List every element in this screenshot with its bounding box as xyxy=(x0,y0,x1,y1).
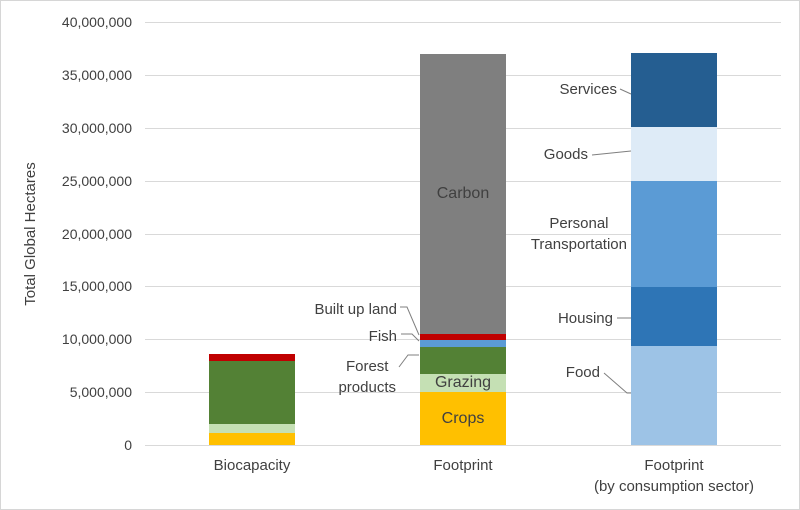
bar-segment-crops[interactable] xyxy=(209,433,295,445)
segment-label-carbon: Carbon xyxy=(436,185,490,203)
bar-segment-carbon[interactable]: Carbon xyxy=(420,53,506,334)
callout-built-up-land: Built up land xyxy=(314,299,397,320)
y-tick-label: 35,000,000 xyxy=(61,67,132,83)
callout-label-line: products xyxy=(338,379,396,396)
x-category-label-line: Footprint xyxy=(644,457,704,474)
leader-line-goods xyxy=(591,150,632,156)
segment-label-crops: Crops xyxy=(441,410,485,427)
callout-label-line: Forest xyxy=(345,358,389,375)
callout-personal-transportation: Personal Transportation xyxy=(531,213,627,255)
leader-line-services xyxy=(619,88,632,95)
bar-segment-crops[interactable]: Crops xyxy=(420,392,506,445)
callout-label-line: Services xyxy=(559,80,617,98)
callout-services: Services xyxy=(559,79,617,100)
callout-label-line: Housing xyxy=(557,309,613,327)
y-tick-label: 40,000,000 xyxy=(61,14,132,30)
leader-line-built-up-land xyxy=(400,306,420,336)
y-tick-label: 20,000,000 xyxy=(61,226,132,242)
callout-housing: Housing xyxy=(558,308,613,329)
callout-label-line: Personal xyxy=(549,215,609,232)
x-category-label-line: (by consumption sector) xyxy=(593,478,755,495)
callout-label-line: Transportation xyxy=(530,236,627,253)
bar-segment-fish[interactable] xyxy=(420,339,506,347)
callout-goods: Goods xyxy=(544,144,588,165)
callout-forest-products: Forest products xyxy=(338,356,396,398)
bar-segment-grazing[interactable]: Grazing xyxy=(420,373,506,392)
callout-food: Food xyxy=(566,362,600,383)
x-category-label-line: Biocapacity xyxy=(213,457,291,474)
bar-segment-services[interactable] xyxy=(631,53,717,127)
gridline xyxy=(145,22,781,23)
bar-segment-food[interactable] xyxy=(631,345,717,445)
x-category-label-line: Footprint xyxy=(433,457,493,474)
callout-fish: Fish xyxy=(369,326,397,347)
leader-line-forest-products xyxy=(398,354,419,368)
callout-label-line: Goods xyxy=(543,145,588,163)
bar-segment-built-up-land[interactable] xyxy=(209,354,295,361)
bar-segment-housing[interactable] xyxy=(631,286,717,346)
gridline xyxy=(145,445,781,446)
bar-segment-grazing[interactable] xyxy=(209,423,295,434)
segment-label-grazing: Grazing xyxy=(434,374,492,392)
bar-segment-forest-products[interactable] xyxy=(420,346,506,374)
y-tick-label: 25,000,000 xyxy=(61,173,132,189)
bar-segment-personal-transportation[interactable] xyxy=(631,180,717,287)
y-tick-label: 10,000,000 xyxy=(61,331,132,347)
y-tick-label: 0 xyxy=(124,437,132,453)
x-category-label-footprint: Footprint xyxy=(353,455,573,476)
y-tick-label: 30,000,000 xyxy=(61,120,132,136)
callout-label-line: Fish xyxy=(368,327,397,345)
callout-label-line: Built up land xyxy=(314,300,397,318)
callout-label-line: Food xyxy=(565,363,600,381)
y-tick-label: 15,000,000 xyxy=(61,278,132,294)
x-category-label-biocapacity: Biocapacity xyxy=(142,455,362,476)
y-tick-label: 5,000,000 xyxy=(69,384,132,400)
bar-segment-goods[interactable] xyxy=(631,126,717,181)
bar-segment-built-up-land[interactable] xyxy=(420,333,506,340)
bar-segment-forest-products[interactable] xyxy=(209,360,295,424)
leader-line-food xyxy=(603,372,631,394)
x-category-label-footprint: Footprint (by consumption sector) xyxy=(564,455,784,497)
